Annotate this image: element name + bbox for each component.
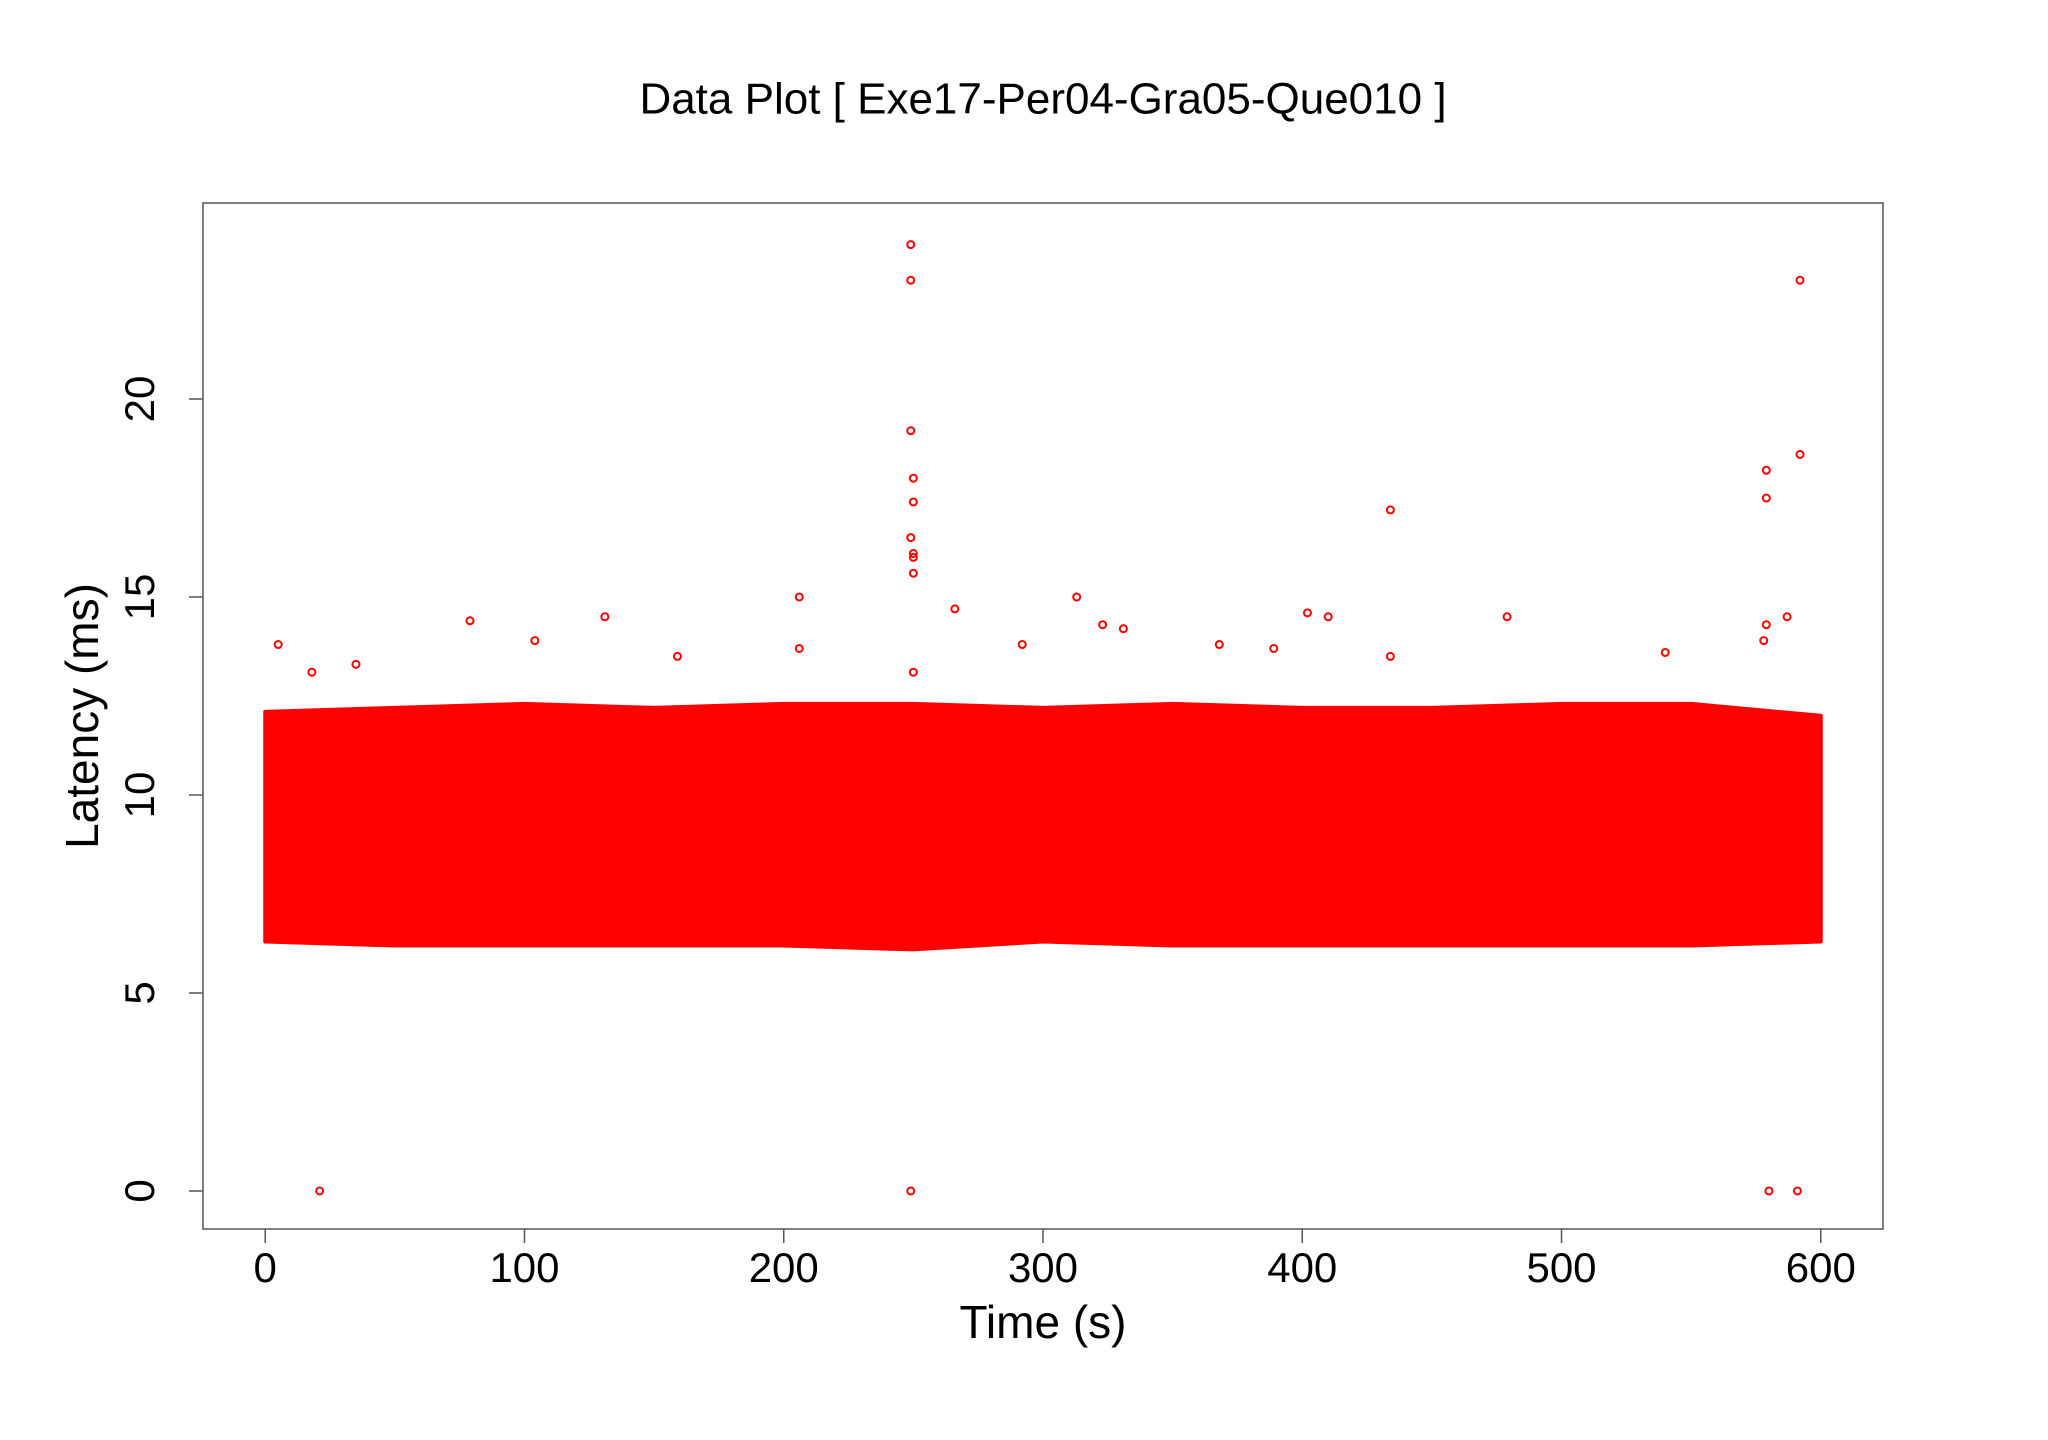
x-axis-label: Time (s) (960, 1296, 1127, 1348)
point (906, 533, 916, 543)
point (315, 1186, 325, 1196)
y-tick-label: 20 (116, 376, 163, 423)
point (906, 1186, 916, 1196)
point (908, 568, 918, 578)
point (1302, 608, 1312, 618)
point (794, 643, 804, 653)
point (1072, 592, 1082, 602)
point (273, 640, 283, 650)
point (1660, 647, 1670, 657)
point (307, 667, 317, 677)
point (1385, 651, 1395, 661)
point (908, 548, 918, 558)
point (1017, 640, 1027, 650)
point (1782, 612, 1792, 622)
y-tick-label: 10 (116, 772, 163, 819)
point (1214, 640, 1224, 650)
point (906, 240, 916, 250)
point (1764, 1186, 1774, 1196)
x-tick-label: 300 (1008, 1244, 1078, 1291)
point (672, 651, 682, 661)
point (1098, 620, 1108, 630)
point (465, 616, 475, 626)
point (1792, 1186, 1802, 1196)
dense-band (263, 701, 1823, 952)
point (1759, 636, 1769, 646)
point (908, 473, 918, 483)
point (1385, 505, 1395, 515)
point (1502, 612, 1512, 622)
point (906, 275, 916, 285)
y-tick-label: 15 (116, 574, 163, 621)
point (908, 552, 918, 562)
point (1795, 275, 1805, 285)
x-tick-label: 500 (1526, 1244, 1596, 1291)
chart-title: Data Plot [ Exe17-Per04-Gra05-Que010 ] (639, 75, 1446, 124)
point (906, 426, 916, 436)
point (1761, 465, 1771, 475)
y-tick-label: 0 (116, 1179, 163, 1202)
x-tick-label: 100 (489, 1244, 559, 1291)
point (1323, 612, 1333, 622)
y-axis-label: Latency (ms) (56, 583, 108, 849)
point (908, 667, 918, 677)
x-tick-label: 400 (1267, 1244, 1337, 1291)
point (1761, 620, 1771, 630)
point (908, 497, 918, 507)
x-tick-label: 0 (254, 1244, 277, 1291)
point (794, 592, 804, 602)
y-tick-label: 5 (116, 981, 163, 1004)
x-tick-label: 600 (1786, 1244, 1856, 1291)
point (1269, 643, 1279, 653)
point (1761, 493, 1771, 503)
point (1118, 624, 1128, 634)
point (351, 659, 361, 669)
point (600, 612, 610, 622)
point (950, 604, 960, 614)
point (530, 636, 540, 646)
x-tick-label: 200 (749, 1244, 819, 1291)
point (1795, 449, 1805, 459)
